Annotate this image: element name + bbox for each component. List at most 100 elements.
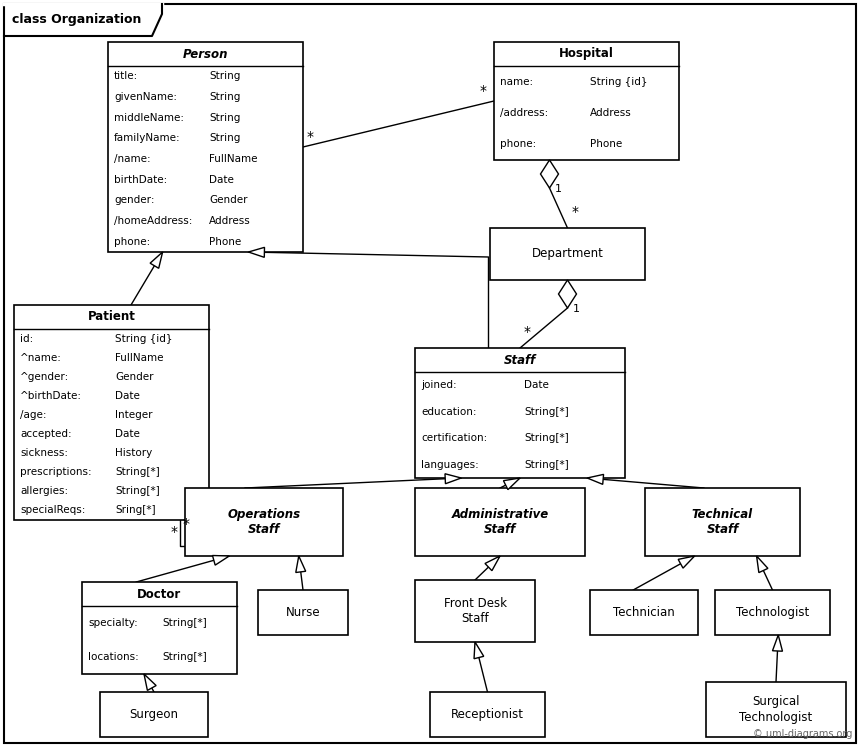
Text: Technical
Staff: Technical Staff [692,508,753,536]
Bar [82,582,237,674]
Text: String[*]: String[*] [525,433,569,443]
Bar [430,692,545,737]
Text: name:: name: [500,77,533,87]
Text: String[*]: String[*] [525,407,569,417]
Text: phone:: phone: [500,140,537,149]
Bar [185,488,343,556]
Text: Patient: Patient [88,311,135,323]
Bar [415,580,535,642]
Text: locations:: locations: [88,652,138,662]
Text: *: * [572,205,579,219]
Text: allergies:: allergies: [20,486,68,496]
Bar [706,682,846,737]
Polygon shape [558,280,576,308]
Bar [715,590,830,635]
Text: certification:: certification: [421,433,488,443]
Text: Gender: Gender [115,372,154,382]
Text: String[*]: String[*] [115,468,160,477]
Text: Phone: Phone [209,237,242,247]
Bar [645,488,800,556]
Text: Address: Address [590,108,632,118]
Text: String: String [209,113,241,123]
Text: specialReqs:: specialReqs: [20,506,85,515]
Text: Operations
Staff: Operations Staff [227,508,300,536]
Text: 1: 1 [555,184,562,194]
Text: Phone: Phone [590,140,623,149]
Text: Surgeon: Surgeon [130,708,179,721]
Polygon shape [249,247,265,257]
Text: Date: Date [115,391,140,401]
Text: Date: Date [525,380,549,390]
Text: Address: Address [209,216,251,226]
Text: FullName: FullName [115,353,164,362]
Text: education:: education: [421,407,476,417]
Text: middleName:: middleName: [114,113,184,123]
Text: Front Desk
Staff: Front Desk Staff [444,597,507,625]
Text: String[*]: String[*] [163,652,207,662]
Polygon shape [679,556,695,568]
Polygon shape [485,556,500,571]
Text: String {id}: String {id} [590,77,648,87]
Polygon shape [144,674,157,690]
Text: Receptionist: Receptionist [451,708,524,721]
Text: ^birthDate:: ^birthDate: [20,391,82,401]
Text: *: * [307,130,314,144]
Text: Department: Department [531,247,604,261]
Text: givenName:: givenName: [114,92,177,102]
Bar [14,305,209,520]
Text: © uml-diagrams.org: © uml-diagrams.org [752,729,852,739]
Text: *: * [524,325,531,339]
Text: /homeAddress:: /homeAddress: [114,216,193,226]
Bar [494,42,679,160]
Text: Surgical
Technologist: Surgical Technologist [740,695,813,724]
Text: gender:: gender: [114,195,155,205]
Text: Technician: Technician [613,606,675,619]
Text: String: String [209,71,241,81]
Text: Person: Person [182,48,228,61]
Text: title:: title: [114,71,138,81]
Text: /address:: /address: [500,108,549,118]
Text: specialty:: specialty: [88,618,138,628]
Text: Doctor: Doctor [138,587,181,601]
Polygon shape [757,556,768,573]
Text: joined:: joined: [421,380,457,390]
Text: String {id}: String {id} [115,334,173,344]
Polygon shape [445,474,461,484]
Text: prescriptions:: prescriptions: [20,468,92,477]
Text: String[*]: String[*] [163,618,207,628]
Text: Nurse: Nurse [286,606,320,619]
Bar [108,42,303,252]
Text: class Organization: class Organization [12,13,141,26]
Bar [415,488,585,556]
Text: *: * [171,525,178,539]
Text: Administrative
Staff: Administrative Staff [452,508,549,536]
Text: String: String [209,92,241,102]
Text: FullName: FullName [209,154,258,164]
Text: History: History [115,448,153,458]
Text: languages:: languages: [421,459,479,470]
Text: Date: Date [209,175,234,185]
Text: *: * [480,84,487,98]
Text: Gender: Gender [209,195,248,205]
Text: String[*]: String[*] [525,459,569,470]
Text: Hospital: Hospital [559,48,614,61]
Text: /age:: /age: [20,410,46,420]
Polygon shape [540,160,558,188]
Bar [258,590,348,635]
Polygon shape [150,252,163,268]
Text: id:: id: [20,334,34,344]
Bar [100,692,208,737]
Polygon shape [474,642,483,659]
Bar [590,590,698,635]
Text: Staff: Staff [504,353,536,367]
Text: Date: Date [115,429,140,439]
Text: Sring[*]: Sring[*] [115,506,156,515]
Text: 1: 1 [573,304,580,314]
Bar [490,228,645,280]
Text: familyName:: familyName: [114,133,181,143]
Text: *: * [182,517,190,531]
Polygon shape [296,556,305,572]
Text: ^name:: ^name: [20,353,62,362]
Bar [415,348,625,478]
Text: phone:: phone: [114,237,150,247]
